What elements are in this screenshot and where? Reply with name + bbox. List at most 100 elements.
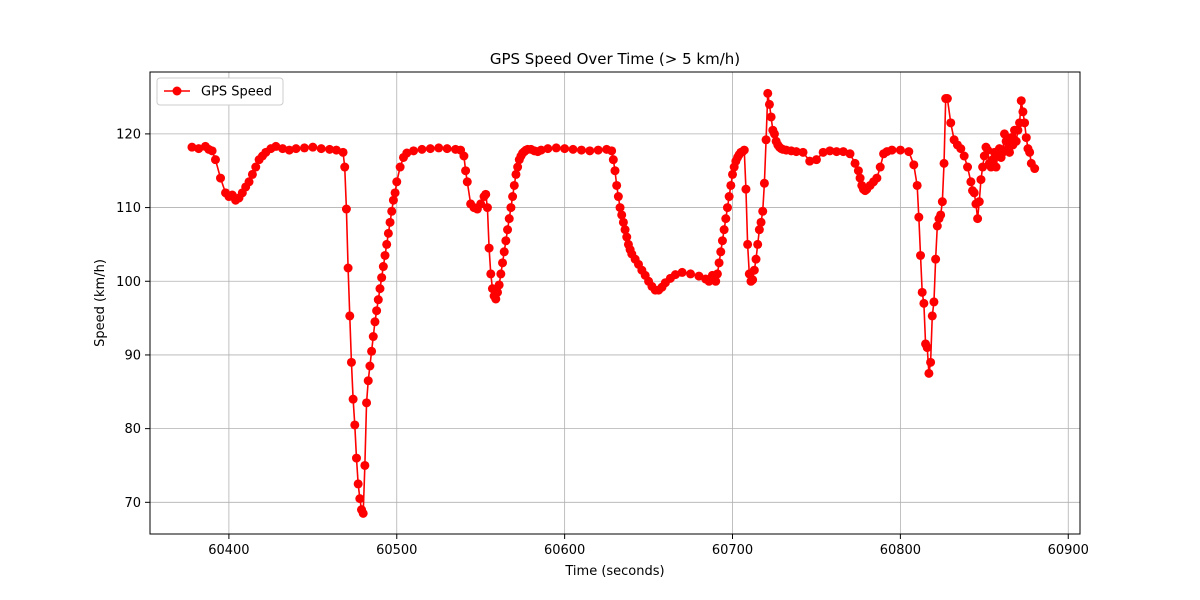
data-point [714,258,724,268]
data-point [613,192,623,202]
legend-frame [156,77,284,106]
data-point [966,177,976,187]
data-point [481,189,491,199]
data-point [850,158,860,168]
data-point [712,269,722,279]
data-point [608,155,618,165]
data-point [929,297,939,307]
data-point [395,162,405,172]
data-point [991,162,1001,172]
data-point [1011,136,1021,146]
data-point [963,162,973,172]
data-point [749,265,759,275]
data-point [392,177,402,187]
data-point [244,177,254,187]
data-point [845,149,855,159]
x-tick-label: 60900 [1048,543,1089,558]
data-point [724,192,734,202]
data-point [368,332,378,342]
data-point [568,144,578,154]
data-point [615,203,625,213]
data-point [284,145,294,155]
data-point [377,273,387,283]
data-point [756,217,766,227]
data-point [343,263,353,273]
data-point [607,146,617,156]
data-point [360,460,370,470]
data-point [365,361,375,371]
data-point [769,129,779,139]
data-point [766,112,776,122]
data-point [387,206,397,216]
data-point [496,269,506,279]
data-point [210,155,220,165]
data-point [722,203,732,213]
data-point [462,177,472,187]
data-point [340,162,350,172]
data-point [560,144,570,154]
data-point [974,197,984,207]
data-point [754,225,764,235]
data-point [362,398,372,408]
data-point [350,420,360,430]
data-point [936,210,946,220]
data-point [373,295,383,305]
data-point [726,180,736,190]
data-point [932,221,942,231]
x-tick-label: 60400 [208,543,249,558]
data-point [612,180,622,190]
data-point [872,173,882,183]
data-point [751,254,761,264]
y-tick-label: 100 [116,275,141,290]
chart-title: GPS Speed Over Time (> 5 km/h) [490,50,740,68]
data-point [926,357,936,367]
data-point [372,306,382,316]
data-point [498,258,508,268]
data-point [853,166,863,176]
data-point [895,145,905,155]
data-point [1004,147,1014,157]
data-point [380,250,390,260]
data-point [216,173,226,183]
data-point [717,236,727,246]
data-point [618,217,628,227]
data-point [716,247,726,257]
data-point [711,276,721,286]
data-point [551,143,561,153]
legend-label: GPS Speed [201,85,272,100]
data-point [1030,164,1040,174]
data-point [763,88,773,98]
data-point [378,262,388,272]
data-point [459,151,469,161]
data-point [758,206,768,216]
data-point [927,311,937,321]
data-point [482,203,492,213]
data-point [686,269,696,279]
data-point [363,376,373,386]
data-point [207,146,217,156]
data-point [617,210,627,220]
data-point [503,225,513,235]
data-point [739,145,749,155]
data-point [919,298,929,308]
y-tick-label: 70 [124,496,141,511]
data-point [956,144,966,154]
data-point [1021,133,1031,143]
data-point [798,147,808,157]
data-point [585,146,595,156]
data-point [620,225,630,235]
y-axis-label: Speed (km/h) [93,259,108,347]
data-point [719,225,729,235]
data-point [743,239,753,249]
data-point [946,118,956,128]
data-point [425,144,435,154]
x-tick-label: 60500 [376,543,417,558]
data-point [358,508,368,518]
data-point [316,144,326,154]
data-point [759,178,769,188]
data-point [504,214,514,224]
data-point [576,145,586,155]
data-point [388,195,398,205]
data-point [499,247,509,257]
